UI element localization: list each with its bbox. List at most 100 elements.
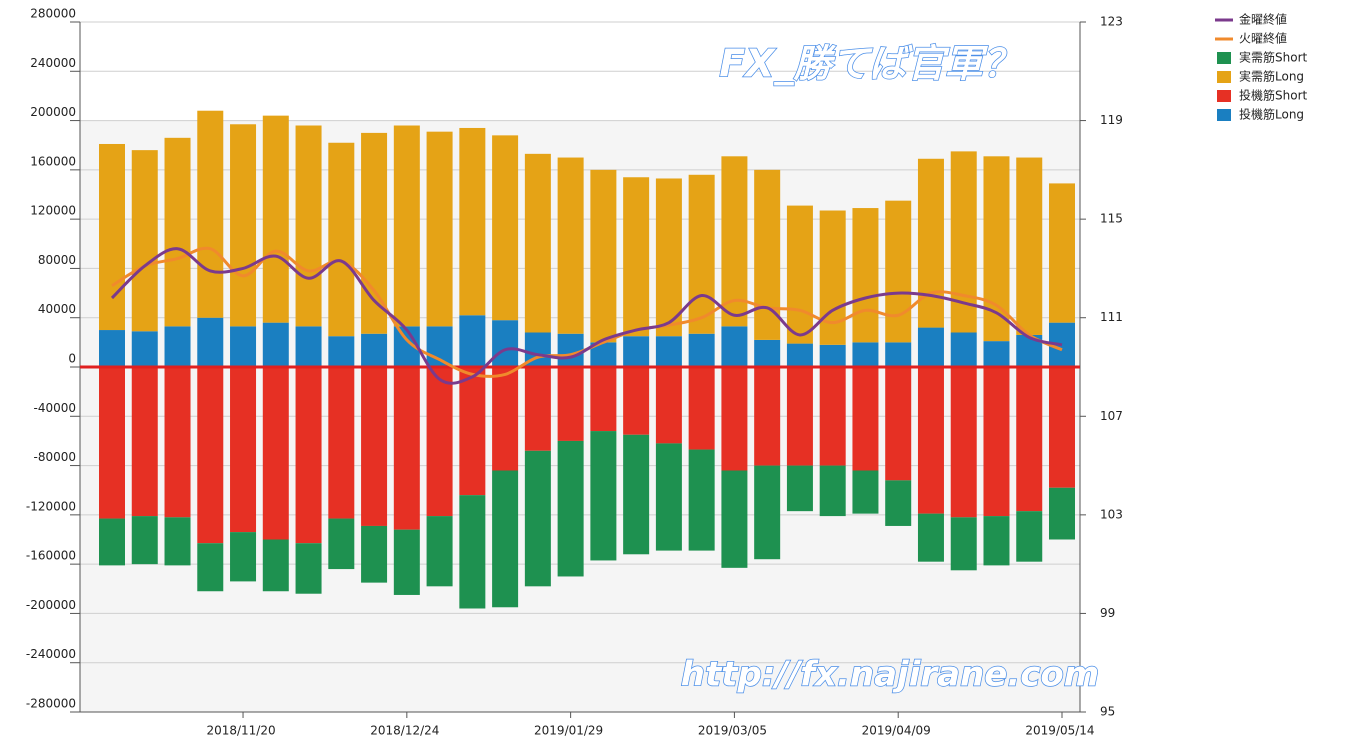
legend-label: 実需筋Long <box>1239 69 1304 84</box>
bar <box>295 367 322 544</box>
y-tick-label: -120000 <box>26 499 76 513</box>
y-tick-label: -200000 <box>26 598 76 612</box>
bar <box>99 143 125 331</box>
bar <box>361 333 388 367</box>
bar <box>721 470 748 568</box>
y-tick-label: -160000 <box>26 549 76 563</box>
bar <box>131 367 158 517</box>
bar <box>492 367 519 471</box>
legend-label: 実需筋Short <box>1239 50 1307 65</box>
bar <box>655 443 682 551</box>
bar <box>328 142 355 337</box>
bar <box>786 343 813 367</box>
y2-tick-label: 111 <box>1100 310 1123 324</box>
bar <box>917 367 944 514</box>
y-tick-label: 0 <box>68 352 76 366</box>
bar <box>819 465 846 517</box>
y2-tick-label: 95 <box>1100 705 1115 719</box>
bar <box>99 518 125 566</box>
y2-tick-label: 119 <box>1100 113 1123 127</box>
bar <box>557 157 584 334</box>
bar <box>1016 367 1043 512</box>
y2-tick-label: 107 <box>1100 409 1123 423</box>
bar <box>557 367 584 441</box>
legend-swatch <box>1217 52 1231 64</box>
bar <box>361 367 388 526</box>
bar <box>688 174 715 334</box>
bar <box>197 110 224 318</box>
bar <box>164 137 191 327</box>
bar <box>885 480 912 526</box>
bar <box>426 367 453 517</box>
bar <box>295 543 322 594</box>
bar <box>99 367 125 519</box>
x-tick-label: 2018/11/20 <box>206 724 275 738</box>
bar <box>721 326 748 367</box>
bar <box>524 153 551 333</box>
y-tick-label: -40000 <box>33 401 76 415</box>
bar <box>361 525 388 583</box>
legend-swatch <box>1217 71 1231 83</box>
y-tick-label: 120000 <box>30 204 76 218</box>
annotation: http://fx.najirane.com <box>681 655 1099 695</box>
y2-tick-label: 115 <box>1100 212 1123 226</box>
x-tick-label: 2019/05/14 <box>1025 724 1094 738</box>
bar <box>459 315 486 367</box>
bar <box>885 342 912 367</box>
bar <box>754 339 781 367</box>
bar <box>230 532 257 582</box>
bar <box>328 367 355 519</box>
bar <box>885 200 912 343</box>
bar <box>262 115 289 323</box>
bar <box>819 210 846 345</box>
bar <box>557 440 584 577</box>
bar <box>1016 511 1043 562</box>
y-tick-label: -80000 <box>33 450 76 464</box>
y-tick-label: -240000 <box>26 647 76 661</box>
x-tick-label: 2018/12/24 <box>370 724 439 738</box>
bar <box>426 516 453 587</box>
bar <box>295 125 322 327</box>
bar <box>721 367 748 471</box>
bar <box>623 434 650 555</box>
bar <box>262 322 289 367</box>
x-tick-label: 2019/04/09 <box>862 724 931 738</box>
y-tick-label: 280000 <box>30 7 76 21</box>
bar <box>524 450 551 587</box>
legend-label: 金曜終値 <box>1239 12 1287 27</box>
bar <box>295 326 322 367</box>
bar <box>917 513 944 562</box>
bar <box>590 367 617 432</box>
bar <box>99 330 125 367</box>
bar <box>1049 183 1075 323</box>
bar <box>1049 367 1075 488</box>
bar <box>393 367 420 530</box>
annotation: FX_勝てば官軍？ <box>719 42 1021 86</box>
bar <box>426 131 453 327</box>
bar <box>459 367 486 496</box>
bar <box>1016 157 1043 335</box>
bar <box>885 367 912 481</box>
bar <box>524 367 551 451</box>
bar <box>983 341 1010 367</box>
bar <box>688 449 715 551</box>
y-tick-label: 40000 <box>38 302 76 316</box>
bar <box>688 333 715 367</box>
bar <box>328 336 355 367</box>
bar <box>819 367 846 466</box>
bar <box>623 367 650 435</box>
bar <box>655 367 682 444</box>
legend-label: 火曜終値 <box>1239 31 1287 46</box>
bar <box>230 326 257 367</box>
bar <box>131 331 158 367</box>
bar <box>492 135 519 321</box>
bar <box>950 517 977 571</box>
bar <box>852 342 879 367</box>
bar <box>917 327 944 367</box>
x-tick-label: 2019/01/29 <box>534 724 603 738</box>
y-tick-label: 240000 <box>30 56 76 70</box>
bar <box>328 518 355 570</box>
bar <box>852 470 879 514</box>
bar <box>983 367 1010 517</box>
